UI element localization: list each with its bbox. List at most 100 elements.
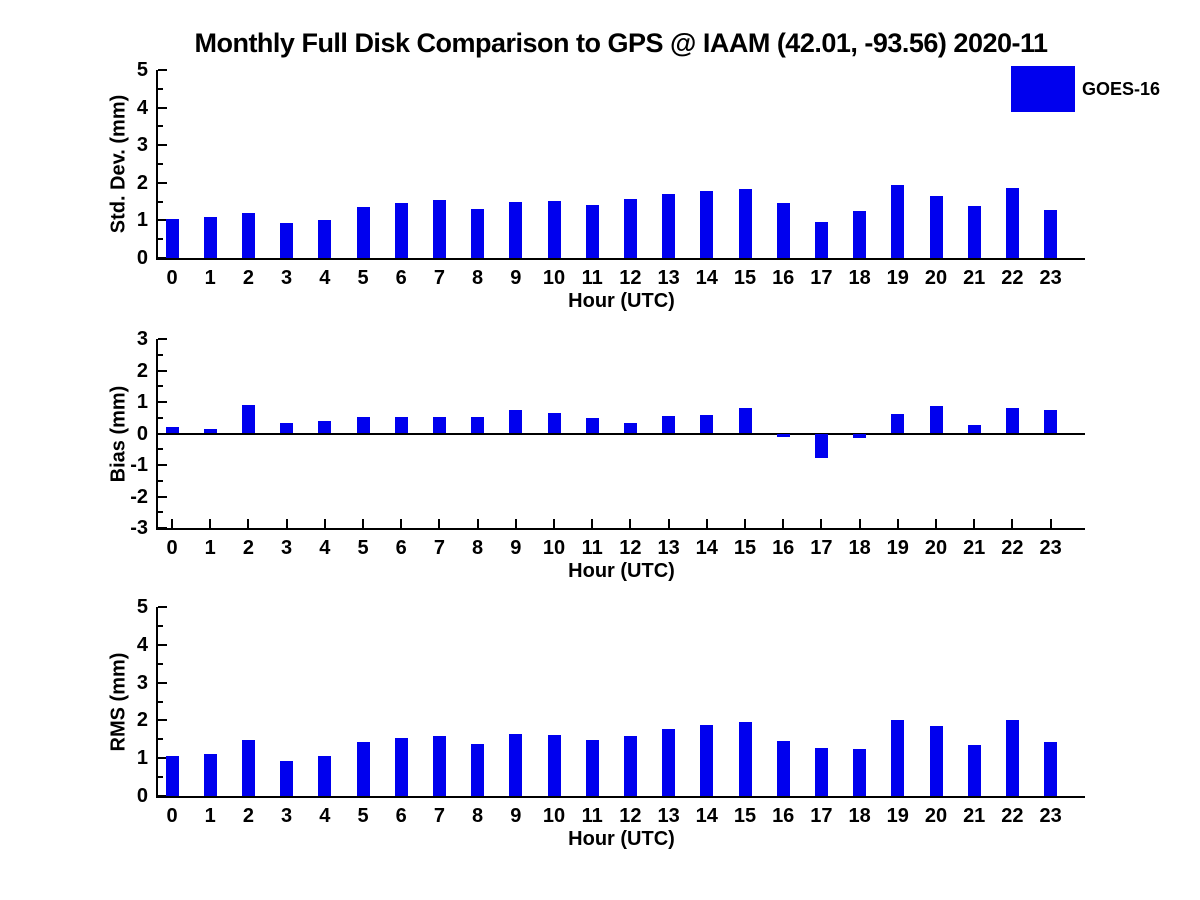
bar-hour-18 [853, 433, 867, 439]
x-tick [285, 249, 288, 258]
y-tick-label: 1 [136, 391, 148, 413]
bar-hour-1 [203, 428, 217, 434]
x-tick [820, 519, 823, 528]
y-major-tick [158, 106, 167, 109]
x-tick-label: 5 [357, 267, 369, 289]
y-tick-label: 0 [136, 422, 148, 445]
y-tick-label: 1 [136, 747, 148, 770]
x-tick-label: 15 [733, 267, 757, 289]
x-axis-line [156, 528, 1085, 530]
x-tick [591, 787, 594, 796]
bar-hour-7 [432, 736, 446, 796]
x-tick-label: 23 [1039, 537, 1062, 559]
bar-hour-5 [356, 417, 370, 434]
x-tick-label: 11 [581, 267, 603, 289]
x-tick [1011, 519, 1014, 528]
bar-hour-3 [280, 423, 294, 434]
x-tick-label: 0 [166, 537, 178, 559]
bar-hour-13 [662, 194, 676, 258]
x-tick [1049, 519, 1052, 528]
x-tick [476, 519, 479, 528]
x-tick [553, 249, 555, 258]
y-major-tick [158, 181, 167, 184]
x-tick-label: 6 [395, 805, 407, 827]
x-tick [935, 787, 937, 796]
x-tick [973, 787, 976, 796]
bar-hour-15 [738, 721, 752, 796]
x-tick-label: 17 [810, 805, 833, 827]
bar-hour-20 [929, 196, 943, 258]
x-tick-label: 22 [1001, 805, 1024, 827]
y-minor-tick [158, 479, 163, 482]
x-tick [667, 519, 670, 528]
zero-line [158, 432, 1085, 435]
x-tick-label: 12 [619, 537, 642, 559]
bar-hour-17 [814, 747, 828, 796]
y-axis-label: RMS (mm) [107, 652, 130, 751]
y-major-tick [158, 219, 167, 222]
x-tick [209, 519, 212, 528]
x-tick-label: 10 [542, 805, 566, 827]
x-tick [858, 787, 861, 796]
y-axis-line [156, 339, 158, 530]
bar-hour-11 [585, 205, 599, 258]
y-minor-tick [158, 776, 163, 779]
bar-hour-13 [662, 729, 676, 796]
bar-hour-15 [738, 189, 752, 258]
x-tick [782, 519, 785, 528]
bar-hour-23 [1044, 210, 1058, 258]
x-tick [553, 519, 555, 528]
x-tick [247, 787, 250, 796]
bar-hour-1 [203, 216, 217, 258]
x-tick [476, 787, 479, 796]
x-tick-label: 16 [772, 537, 795, 559]
x-tick-label: 19 [886, 267, 909, 289]
bar-hour-22 [1005, 187, 1019, 258]
y-tick-label: 3 [136, 134, 148, 157]
bar-hour-9 [509, 733, 523, 796]
x-tick-label: 19 [886, 537, 909, 559]
y-major-tick [158, 69, 167, 71]
y-major-tick [158, 338, 167, 340]
x-tick-label: 2 [242, 267, 254, 289]
x-tick [744, 787, 746, 796]
y-minor-tick [158, 163, 163, 165]
bar-hour-19 [891, 413, 905, 434]
x-tick-label: 3 [281, 267, 293, 289]
y-major-tick [158, 681, 167, 684]
bar-hour-11 [585, 418, 599, 434]
x-tick [514, 519, 517, 528]
x-tick-label: 22 [1001, 537, 1024, 559]
y-tick-label: 0 [136, 785, 148, 807]
y-minor-tick [158, 662, 163, 665]
x-tick [705, 249, 708, 258]
bar-hour-16 [776, 741, 790, 796]
chart-title: Monthly Full Disk Comparison to GPS @ IA… [194, 28, 1048, 58]
bar-hour-22 [1005, 408, 1019, 434]
x-tick [591, 249, 594, 258]
bar-hour-8 [471, 417, 485, 434]
bar-hour-10 [547, 734, 561, 796]
y-tick-label: 3 [136, 671, 148, 694]
x-tick-label: 13 [657, 805, 680, 827]
x-tick-label: 23 [1039, 805, 1062, 827]
legend-label: GOES-16 [1082, 78, 1161, 99]
bar-hour-10 [547, 200, 561, 258]
y-major-tick [158, 527, 167, 529]
x-tick-label: 16 [772, 805, 795, 827]
bar-hour-21 [967, 206, 981, 258]
bar-hour-2 [241, 740, 255, 796]
x-tick-label: 13 [657, 537, 680, 559]
bar-hour-16 [776, 202, 790, 258]
y-major-tick [158, 795, 167, 797]
bar-hour-12 [623, 198, 637, 258]
x-tick [705, 787, 708, 796]
bar-hour-4 [318, 756, 332, 796]
x-tick-label: 7 [433, 805, 445, 827]
x-tick [438, 249, 441, 258]
x-tick-label: 14 [695, 267, 718, 289]
x-tick [323, 519, 326, 528]
x-tick-label: 17 [810, 267, 833, 289]
x-tick-label: 1 [204, 805, 216, 827]
